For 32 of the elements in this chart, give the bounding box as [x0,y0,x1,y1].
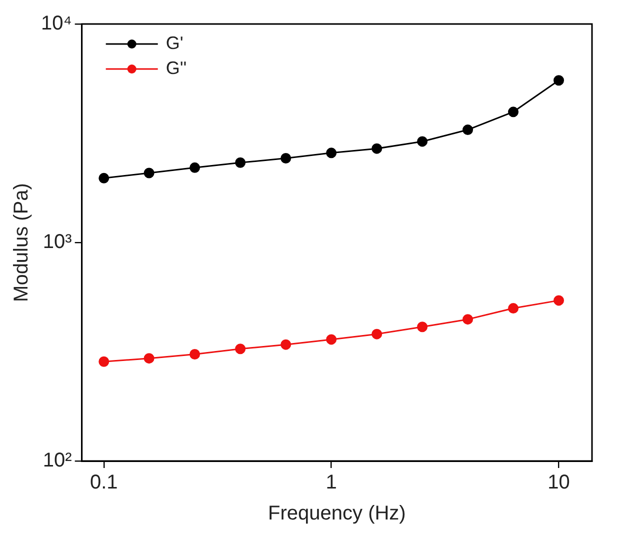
point [235,157,246,168]
point [462,314,474,325]
y-axis-title: Modulus (Pa) [10,183,33,302]
point [462,124,474,136]
point [326,148,337,158]
point [98,172,110,184]
point [554,75,564,86]
legend-label: G'' [166,58,187,78]
point [98,356,110,367]
point [417,322,428,332]
legend-label: G' [166,32,184,53]
point [372,143,382,154]
x-tick-label: 1 [326,472,337,494]
y-tick-label: 10² [42,450,72,472]
y-tick-label: 10³ [42,231,72,254]
point [326,334,337,345]
x-tick-label: 0.1 [90,472,118,494]
point [280,152,292,164]
point [508,303,519,314]
y-tick-label: 10⁴ [40,12,72,35]
point [554,295,564,306]
point [144,168,154,178]
point [280,339,292,350]
point [144,353,154,364]
point [372,328,382,340]
point [190,349,200,360]
point [417,136,428,147]
point [190,162,200,173]
x-tick-label: 10 [548,472,570,494]
point [508,106,519,118]
x-axis-title: Frequency (Hz) [268,502,406,525]
point [235,344,246,354]
